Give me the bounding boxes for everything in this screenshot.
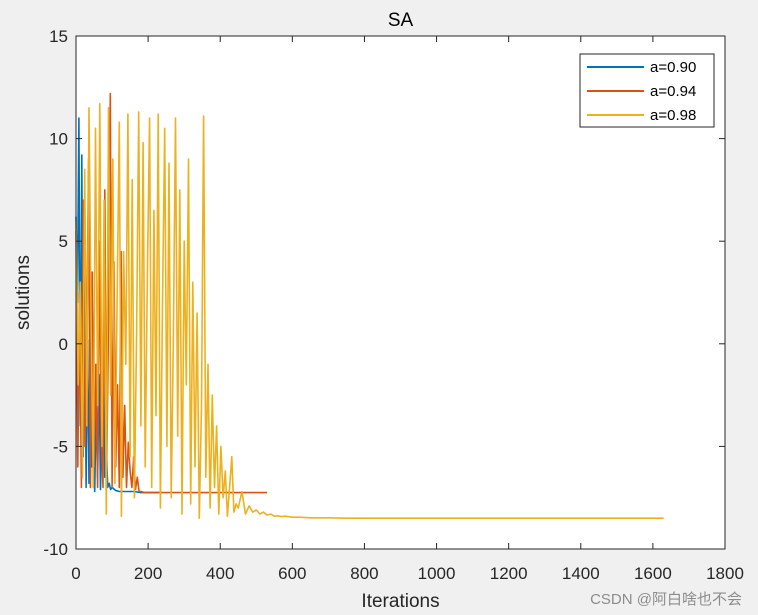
- y-tick-label: 10: [49, 130, 68, 149]
- watermark-text: CSDN @阿白啥也不会: [590, 591, 742, 608]
- x-tick-label: 400: [206, 564, 234, 583]
- y-tick-label: -10: [43, 540, 68, 559]
- x-axis-title: Iterations: [361, 591, 439, 612]
- x-tick-label: 800: [350, 564, 378, 583]
- legend-label-1: a=0.90: [650, 59, 696, 76]
- x-tick-label: 1400: [562, 564, 600, 583]
- x-tick-label: 1600: [634, 564, 672, 583]
- x-tick-label: 600: [278, 564, 306, 583]
- y-tick-label: 15: [49, 27, 68, 46]
- series-line-2: [75, 92, 268, 494]
- tick-layer: 0 200 400 600 800 1000 1200 1400 1600 1800 -10 -5 0 5…: [43, 27, 743, 583]
- series-line-3: [75, 102, 664, 520]
- x-tick-label: 200: [134, 564, 162, 583]
- series-layer: [75, 92, 664, 520]
- legend-label-3: a=0.98: [650, 107, 696, 124]
- y-tick-label: 0: [59, 335, 68, 354]
- x-tick-label: 1200: [490, 564, 528, 583]
- axes-layer: [75, 35, 726, 550]
- legend-label-2: a=0.94: [650, 83, 696, 100]
- legend: a=0.90 a=0.94 a=0.98: [579, 53, 715, 128]
- y-axis-title: solutions: [13, 255, 34, 330]
- y-tick-label: -5: [53, 437, 68, 456]
- x-tick-label: 1800: [706, 564, 744, 583]
- x-tick-label: 1000: [418, 564, 456, 583]
- chart-title: SA: [388, 10, 414, 31]
- x-tick-label: 0: [71, 564, 80, 583]
- plot-area-box: [75, 35, 726, 550]
- y-tick-label: 5: [59, 232, 68, 251]
